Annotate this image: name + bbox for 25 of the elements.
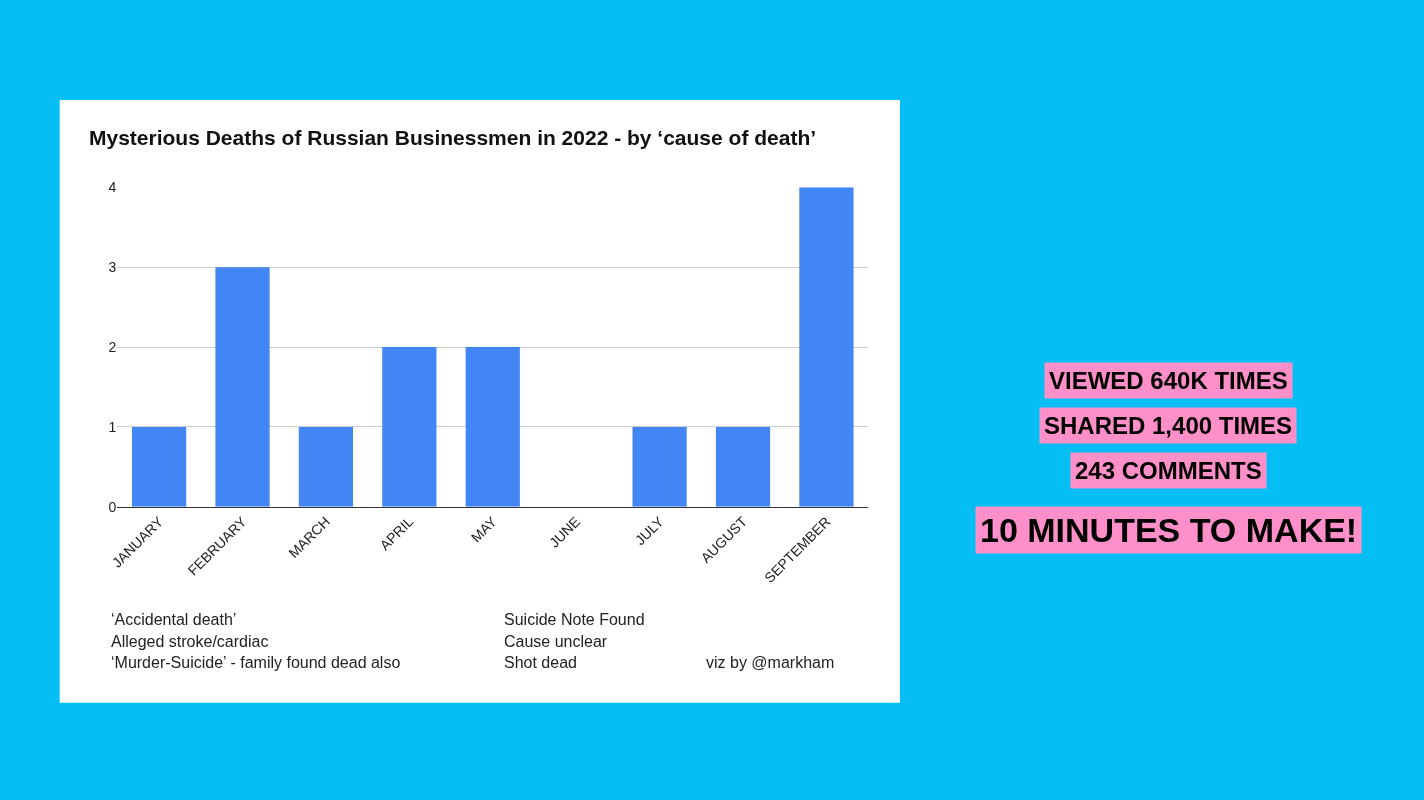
text: 10 MINUTES TO MAKE! (980, 511, 1358, 549)
bar (799, 187, 854, 507)
text: Suicide Note Found (504, 611, 645, 628)
bar (131, 426, 187, 507)
text: ‘Accidental death’ (111, 611, 237, 628)
bar (715, 426, 771, 507)
y-tick-label: 1 (108, 418, 117, 435)
text: Cause unclear (504, 633, 608, 650)
text: SHARED 1,400 TIMES (1044, 412, 1293, 439)
text: Shot dead (504, 654, 577, 671)
text: viz by @markham (706, 654, 835, 671)
text: 243 COMMENTS (1075, 457, 1262, 484)
text: VIEWED 640K TIMES (1049, 367, 1288, 394)
y-tick-label: 4 (108, 179, 117, 196)
text: Alleged stroke/cardiac (111, 633, 269, 650)
bar (382, 347, 437, 507)
bar (632, 426, 687, 507)
chart-title: Mysterious Deaths of Russian Businessmen in 2022 - by ‘cause of death’ (89, 126, 817, 149)
text: ‘Murder-Suicide’ - family found dead also (111, 654, 401, 671)
bar (215, 267, 270, 507)
bar (298, 426, 354, 507)
y-tick-label: 3 (108, 259, 117, 276)
bar (465, 347, 520, 507)
y-tick-label: 2 (108, 338, 117, 355)
y-tick-label: 0 (108, 498, 117, 515)
